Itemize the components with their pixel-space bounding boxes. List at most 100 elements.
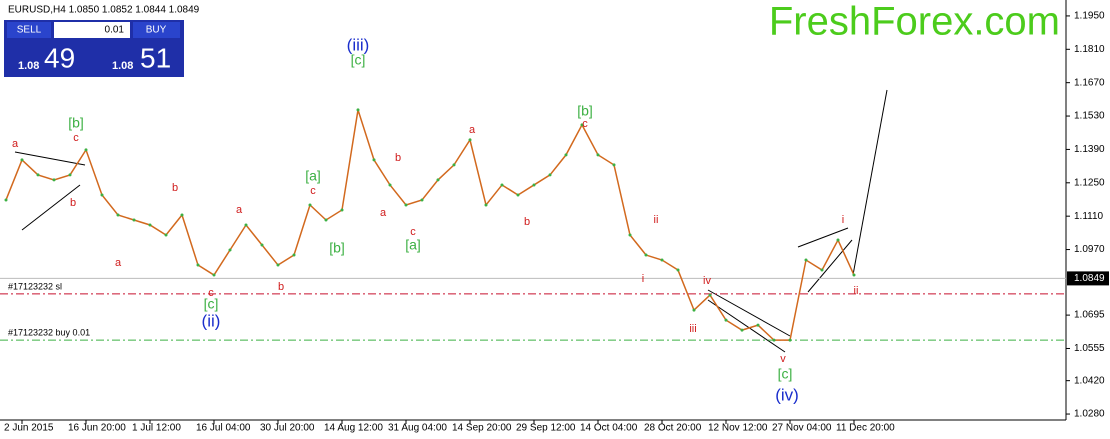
buy-price-small: 1.08 (112, 60, 133, 72)
x-tick-label: 29 Sep 12:00 (516, 423, 576, 434)
price-point (612, 163, 616, 167)
price-point (724, 318, 728, 322)
y-tick-label: 1.0420 (1074, 375, 1105, 386)
price-point (452, 163, 456, 167)
x-tick-label: 28 Oct 20:00 (644, 423, 702, 434)
x-tick-label: 12 Nov 12:00 (708, 423, 768, 434)
y-tick-label: 1.0970 (1074, 244, 1105, 255)
wave-label: b (524, 216, 530, 228)
price-point (100, 193, 104, 197)
wave-label: (iii) (347, 35, 370, 54)
price-point (772, 338, 776, 342)
price-point (212, 273, 216, 277)
wave-label: (iv) (775, 385, 799, 404)
price-point (292, 253, 296, 257)
price-point (84, 148, 88, 152)
wave-label: v (780, 353, 786, 365)
y-tick-label: 1.0555 (1074, 343, 1105, 354)
wave-label: c (208, 287, 214, 299)
drawn-lines (14, 89, 888, 353)
price-point (756, 323, 760, 327)
order-level-label: #17123232 sl (8, 281, 62, 291)
price-point (580, 123, 584, 127)
price-point (852, 273, 856, 277)
x-tick-label: 14 Aug 12:00 (324, 423, 383, 434)
x-tick-label: 11 Dec 20:00 (836, 423, 895, 434)
price-point (836, 238, 840, 242)
wave-label: a (469, 124, 476, 136)
y-tick-label: 1.1810 (1074, 44, 1105, 55)
price-point (404, 203, 408, 207)
wave-label: iv (703, 275, 711, 287)
y-tick-label: 1.1110 (1074, 211, 1104, 222)
price-point (132, 218, 136, 222)
wave-label: [b] (68, 115, 84, 131)
price-point (372, 158, 376, 162)
price-point (820, 268, 824, 272)
watermark: FreshForex.com (769, 0, 1060, 44)
price-point (676, 268, 680, 272)
price-point (52, 178, 56, 182)
price-point (36, 173, 40, 177)
price-point (644, 253, 648, 257)
y-tick-label: 1.1950 (1074, 11, 1105, 22)
wave-label: c (310, 185, 316, 197)
price-line (5, 109, 855, 341)
wave-label: c (582, 118, 588, 130)
x-tick-label: 1 Jul 12:00 (132, 423, 181, 434)
current-price-box (1067, 271, 1109, 286)
price-point (164, 233, 168, 237)
buy-price-big: 51 (140, 42, 171, 73)
lot-value[interactable]: 0.01 (105, 25, 125, 36)
price-point (116, 213, 120, 217)
price-point (260, 243, 264, 247)
price-point (388, 183, 392, 187)
sell-label[interactable]: SELL (17, 25, 42, 36)
y-tick-label: 1.0695 (1074, 310, 1105, 321)
trade-panel: EURUSD,H4 1.0850 1.0852 1.0844 1.0849 SE… (4, 5, 200, 77)
sell-price-small: 1.08 (18, 60, 39, 72)
y-tick-label: 1.0280 (1074, 409, 1105, 420)
x-tick-label: 31 Aug 04:00 (388, 423, 447, 434)
price-point (420, 198, 424, 202)
wave-label: [a] (305, 168, 321, 184)
price-point (516, 193, 520, 197)
price-point (708, 293, 712, 297)
sell-button[interactable] (7, 22, 51, 38)
price-point (356, 108, 360, 112)
price-point (468, 138, 472, 142)
buy-label[interactable]: BUY (146, 25, 167, 36)
x-tick-label: 27 Nov 04:00 (772, 423, 832, 434)
price-point (180, 213, 184, 217)
wave-label: a (380, 207, 387, 219)
price-point (4, 198, 8, 202)
wave-label: b (70, 197, 76, 209)
price-point (596, 153, 600, 157)
wave-label: [c] (204, 296, 219, 312)
price-point (500, 183, 504, 187)
wave-label: [a] (405, 237, 421, 253)
price-point (196, 263, 200, 267)
price-point (740, 328, 744, 332)
wave-label: [b] (329, 240, 345, 256)
x-tick-label: 14 Oct 04:00 (580, 423, 638, 434)
price-point (308, 203, 312, 207)
order-level-label: #17123232 buy 0.01 (8, 328, 90, 338)
wave-label: [c] (778, 366, 793, 382)
wave-label: ii (654, 214, 659, 226)
wave-label: a (236, 204, 243, 216)
lot-input[interactable] (54, 22, 130, 38)
price-point (628, 233, 632, 237)
price-point (324, 218, 328, 222)
y-tick-label: 1.1530 (1074, 111, 1105, 122)
x-tick-label: 2 Jun 2015 (4, 423, 54, 434)
price-point (788, 338, 792, 342)
price-point (804, 258, 808, 262)
buy-button[interactable] (133, 22, 180, 38)
wave-label: (ii) (202, 311, 221, 330)
wave-label: i (642, 273, 644, 285)
wave-label: b (172, 182, 178, 194)
price-point (660, 258, 664, 262)
price-point (692, 308, 696, 312)
